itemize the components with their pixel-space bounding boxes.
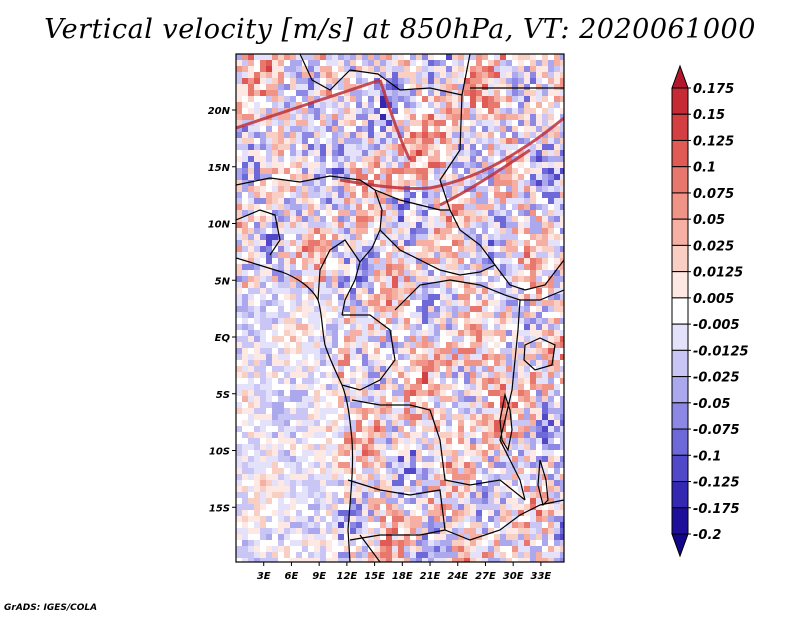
border-east-1 bbox=[520, 289, 564, 301]
lat-label: 10S bbox=[209, 447, 230, 458]
colorbar-label: -0.175 bbox=[693, 502, 740, 517]
colorbar-swatch bbox=[671, 376, 689, 404]
colorbar-swatch bbox=[671, 481, 689, 509]
lat-label: 5S bbox=[216, 390, 230, 401]
colorbar-swatch bbox=[671, 218, 689, 246]
colorbar-label: 0.05 bbox=[693, 213, 725, 228]
border-north-1 bbox=[236, 175, 383, 263]
border-sudan bbox=[439, 94, 564, 291]
border-west-1 bbox=[236, 209, 281, 256]
lat-label: 15S bbox=[209, 503, 230, 514]
colorbar-label: -0.025 bbox=[693, 371, 740, 386]
colorbar-label: 0.005 bbox=[693, 292, 734, 307]
colorbar: 0.175 0.15 0.125 0.1 0.075 0.05 0.025 0.0125 0.0… bbox=[671, 64, 749, 558]
colorbar-swatch bbox=[671, 323, 689, 351]
updraft-band bbox=[236, 78, 381, 130]
updraft-band bbox=[439, 148, 531, 207]
colorbar-swatch bbox=[671, 244, 689, 273]
lon-label: 12E bbox=[336, 571, 357, 582]
lat-label: 15N bbox=[208, 163, 231, 174]
colorbar-swatch bbox=[671, 454, 689, 483]
lon-label: 24E bbox=[447, 571, 468, 582]
colorbar-swatch bbox=[671, 87, 689, 115]
map-frame bbox=[235, 53, 565, 563]
colorbar-label: 0.15 bbox=[693, 108, 725, 123]
colorbar-swatch bbox=[671, 428, 689, 456]
lon-label: 18E bbox=[392, 571, 413, 582]
lon-label: 27E bbox=[475, 571, 496, 582]
border-drc-north bbox=[394, 279, 521, 311]
colorbar-swatch bbox=[671, 113, 689, 141]
colorbar-swatch bbox=[671, 402, 689, 430]
colorbar-swatch bbox=[671, 271, 689, 299]
colorbar-label: 0.125 bbox=[693, 134, 734, 149]
border-zambia bbox=[444, 499, 564, 541]
colorbar-label: 0.025 bbox=[693, 239, 734, 254]
border-south bbox=[359, 534, 381, 562]
lon-label: 33E bbox=[531, 571, 552, 582]
colorbar-swatch bbox=[671, 297, 689, 325]
latitude-axis: 20N 15N 10N 5N EQ 5S 10S 15S bbox=[208, 106, 236, 514]
lon-label: 21E bbox=[420, 571, 441, 582]
colorbar-swatch bbox=[671, 192, 689, 220]
colorbar-max-arrow bbox=[671, 64, 689, 89]
colorbar-swatch bbox=[671, 166, 689, 194]
border-car bbox=[379, 229, 496, 276]
country-borders bbox=[236, 54, 564, 562]
lake-malawi bbox=[537, 459, 549, 507]
colorbar-swatch bbox=[671, 139, 689, 168]
colorbar-label: 0.1 bbox=[693, 161, 716, 176]
colorbar-label: -0.1 bbox=[693, 449, 721, 464]
lake-tanganyika bbox=[499, 392, 513, 452]
lon-label: 3E bbox=[257, 571, 271, 582]
colorbar-label: -0.0125 bbox=[693, 344, 749, 359]
border-chad bbox=[374, 189, 450, 211]
lon-label: 30E bbox=[503, 571, 524, 582]
lake-victoria bbox=[523, 337, 556, 371]
colorbar-label: -0.125 bbox=[693, 476, 740, 491]
colorbar-label: -0.05 bbox=[693, 397, 730, 412]
colorbar-min-arrow bbox=[671, 533, 689, 558]
colorbar-label: -0.005 bbox=[693, 318, 740, 333]
border-congo bbox=[341, 314, 396, 391]
coastline bbox=[236, 257, 354, 562]
field-background bbox=[236, 54, 564, 562]
chart-title: Vertical velocity [m/s] at 850hPa, VT: 2… bbox=[44, 14, 756, 45]
lat-label: 5N bbox=[215, 276, 231, 287]
lat-label: 20N bbox=[208, 106, 231, 117]
footer-credit: GrADS: IGES/COLA bbox=[4, 603, 98, 613]
colorbar-label: 0.175 bbox=[693, 82, 734, 97]
updraft-band bbox=[339, 116, 564, 190]
border-drc-east bbox=[499, 299, 526, 501]
lat-label: 10N bbox=[208, 220, 231, 231]
updraft-band bbox=[378, 79, 412, 161]
lat-label: EQ bbox=[215, 333, 231, 344]
colorbar-swatch bbox=[671, 349, 689, 378]
velocity-field bbox=[236, 54, 564, 562]
colorbar-label: -0.075 bbox=[693, 423, 740, 438]
border-north-2 bbox=[299, 54, 471, 96]
longitude-axis: 3E 6E 9E 12E 15E 18E 21E 24E 27E 30E 33E bbox=[257, 562, 552, 582]
lon-label: 6E bbox=[285, 571, 299, 582]
colorbar-label: -0.2 bbox=[693, 528, 721, 543]
colorbar-swatch bbox=[671, 507, 689, 535]
colorbar-label: 0.0125 bbox=[693, 266, 743, 281]
border-cameroon bbox=[317, 239, 361, 316]
border-angola bbox=[347, 479, 446, 541]
colorbar-label: 0.075 bbox=[693, 187, 734, 202]
border-drc-south bbox=[351, 399, 526, 501]
lon-label: 15E bbox=[364, 571, 385, 582]
lon-label: 9E bbox=[312, 571, 326, 582]
